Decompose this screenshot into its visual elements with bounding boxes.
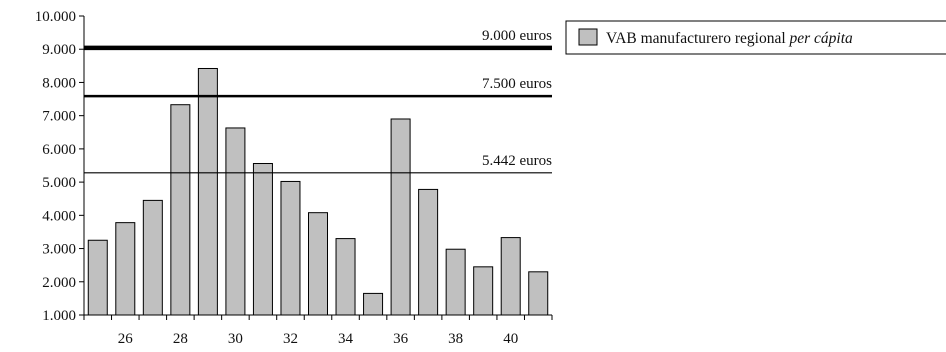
- y-tick-label: 2.000: [42, 275, 76, 291]
- plot-area: 1.000 2.000 3.000 4.000 5.000 6.000 7.000 8.000…: [35, 9, 553, 347]
- bar-34: [335, 238, 356, 316]
- x-tick-label: 34: [338, 331, 354, 347]
- y-tick-label: 7.000: [42, 109, 76, 125]
- y-tick-label: 1.000: [42, 308, 76, 324]
- bar-37: [418, 188, 439, 316]
- legend-label-plain: VAB manufacturero regional: [606, 30, 790, 47]
- reference-line-label: 5.442 euros: [482, 153, 552, 169]
- bar-40: [500, 237, 521, 316]
- x-tick-label: 30: [228, 331, 243, 347]
- reference-line-label: 7.500 euros: [482, 76, 552, 92]
- legend-label-italic: per cápita: [789, 30, 854, 47]
- legend-box: [565, 20, 946, 55]
- bar-36: [390, 118, 411, 316]
- bar-27: [142, 199, 163, 316]
- y-tick-label: 9.000: [42, 42, 76, 58]
- bar-41: [528, 271, 549, 316]
- bar-25: [87, 239, 108, 316]
- bar-30: [225, 127, 246, 316]
- bar-29: [197, 67, 218, 316]
- y-tick-label: 10.000: [35, 9, 76, 25]
- y-tick-label: 4.000: [42, 208, 76, 224]
- x-tick-label: 28: [173, 331, 188, 347]
- legend-swatch: [578, 28, 598, 46]
- reference-line-label: 9.000 euros: [482, 28, 552, 44]
- legend-label: VAB manufacturero regional per cápita: [606, 30, 853, 47]
- x-tick-label: 40: [503, 331, 518, 347]
- x-tick-label: 36: [393, 331, 409, 347]
- y-tick-label: 5.000: [42, 175, 76, 191]
- x-tick-label: 26: [118, 331, 134, 347]
- bar-33: [308, 212, 328, 316]
- bar-31: [252, 163, 273, 316]
- y-tick-label: 3.000: [42, 242, 76, 258]
- bar-28: [170, 104, 191, 316]
- x-tick-label: 32: [283, 331, 298, 347]
- bar-32: [280, 180, 301, 316]
- bar-38: [445, 248, 466, 316]
- bar-35: [363, 292, 384, 316]
- bar-26: [115, 222, 136, 316]
- bar-39: [473, 266, 494, 316]
- y-tick-label: 6.000: [42, 142, 76, 158]
- legend: VAB manufacturero regional per cápita: [565, 20, 946, 55]
- y-tick-label: 8.000: [42, 75, 76, 91]
- x-tick-label: 38: [448, 331, 463, 347]
